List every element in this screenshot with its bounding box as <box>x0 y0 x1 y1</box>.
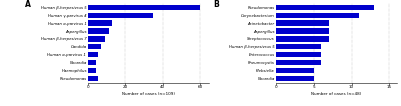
Bar <box>88 60 96 65</box>
Bar <box>88 28 109 34</box>
Text: B: B <box>213 0 219 9</box>
X-axis label: Number of cases (n=109): Number of cases (n=109) <box>122 92 175 96</box>
Bar <box>276 52 321 57</box>
Bar <box>276 36 329 42</box>
Bar <box>276 76 314 81</box>
Bar <box>276 44 321 50</box>
Bar <box>276 13 359 18</box>
Bar <box>88 44 101 50</box>
Bar <box>88 20 112 26</box>
Bar <box>276 68 314 73</box>
Bar <box>276 28 329 34</box>
Bar <box>88 52 97 57</box>
Bar <box>88 76 97 81</box>
Bar <box>276 5 374 10</box>
Bar <box>276 60 321 65</box>
Bar <box>88 13 154 18</box>
Bar <box>88 68 96 73</box>
X-axis label: Number of cases (n=48): Number of cases (n=48) <box>311 92 362 96</box>
Bar <box>88 5 200 10</box>
Text: A: A <box>25 0 31 9</box>
Bar <box>276 20 329 26</box>
Bar <box>88 36 105 42</box>
